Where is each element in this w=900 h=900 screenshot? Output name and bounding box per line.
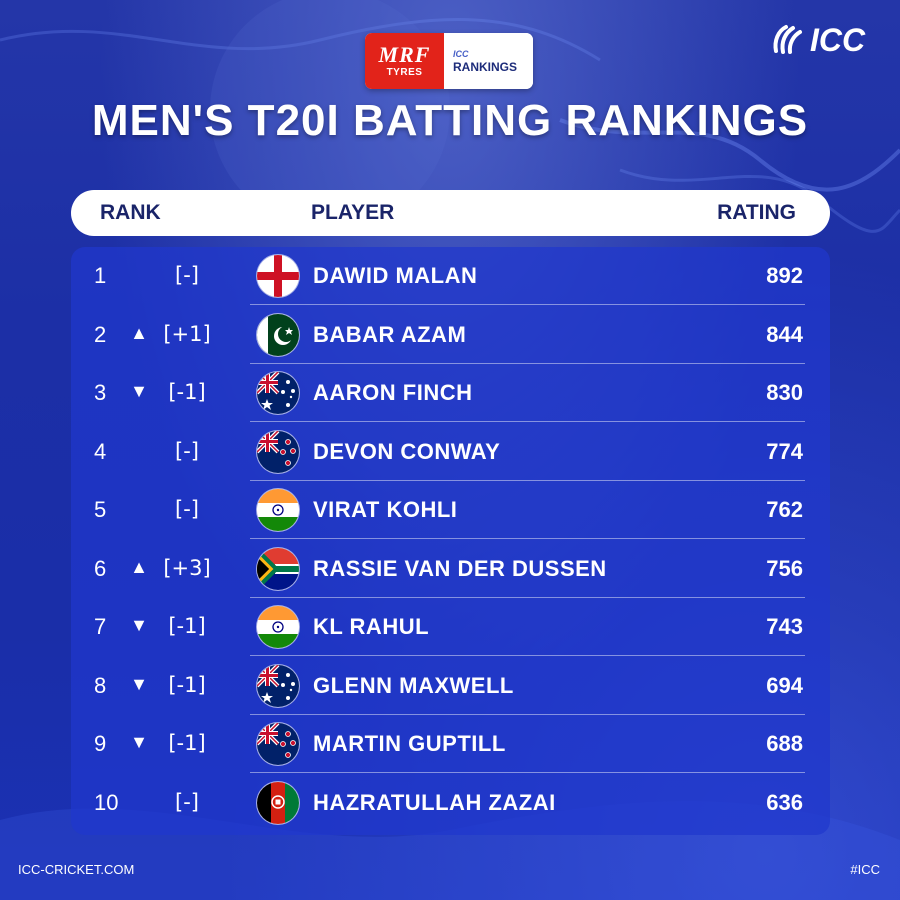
page-title: MEN'S T20I BATTING RANKINGS: [91, 96, 809, 145]
player-rating: 844: [766, 321, 803, 347]
player-name: GLENN MAXWELL: [313, 672, 514, 698]
mrf-logo: MRF TYRES: [365, 33, 447, 89]
table-row: 2 ▲ [+1] BABAR AZAM 844: [71, 306, 830, 364]
player-rating: 694: [766, 672, 803, 698]
player-rating: 756: [766, 555, 803, 581]
flag-icon: [257, 664, 299, 707]
rank-down-icon: ▼: [130, 673, 148, 694]
table-row: 10 [-] HAZRATULLAH ZAZAI 636: [71, 774, 830, 832]
icc-logo-text: ICC: [810, 21, 866, 58]
row-divider: [250, 479, 805, 481]
flag-icon: [257, 723, 299, 765]
tyres-text: TYRES: [386, 67, 423, 78]
rank-down-icon: ▼: [130, 615, 148, 635]
row-divider: [250, 596, 805, 598]
icc-rankings-badge: ICC RANKINGS: [447, 33, 533, 89]
table-row: 5 [-] VIRAT KOHLI 762: [71, 481, 830, 539]
flag-icon: [257, 781, 299, 824]
row-divider: [250, 713, 805, 715]
rank-change: [-]: [175, 789, 199, 814]
table-row: 1 [-] DAWID MALAN 892: [71, 247, 830, 305]
row-divider: [250, 772, 805, 773]
player-name: DEVON CONWAY: [313, 438, 501, 464]
mrf-text: MRF: [378, 42, 431, 67]
icc-small-text: ICC: [453, 48, 469, 59]
rank-change: [-]: [175, 497, 199, 521]
rank-number: 8: [94, 672, 107, 698]
table-row: 9 ▼ [-1] MARTIN GUPTILL 688: [71, 715, 830, 773]
flag-icon: [257, 255, 299, 297]
sponsor-badge: MRF TYRES ICC RANKINGS: [365, 33, 533, 89]
rank-change: [-1]: [168, 672, 206, 697]
rank-number: 5: [94, 497, 107, 522]
rankings-text: RANKINGS: [453, 59, 518, 74]
row-divider: [250, 655, 805, 656]
rank-number: 4: [94, 438, 107, 464]
rank-change: [-]: [175, 438, 199, 463]
footer-website: ICC-CRICKET.COM: [18, 862, 135, 877]
row-divider: [250, 362, 805, 364]
rank-number: 2: [94, 321, 107, 347]
header-rating: RATING: [717, 201, 796, 224]
rank-down-icon: ▼: [130, 732, 148, 752]
footer-hashtag: #ICC: [850, 862, 880, 877]
rank-change: [-1]: [168, 614, 206, 638]
player-name: MARTIN GUPTILL: [313, 731, 506, 756]
flag-icon: [257, 547, 299, 590]
rank-number: 9: [94, 731, 107, 756]
player-name: VIRAT KOHLI: [313, 497, 458, 522]
flag-icon: [257, 430, 299, 473]
player-rating: 688: [766, 731, 803, 756]
flag-icon: [257, 313, 299, 356]
rank-change: [-1]: [168, 731, 206, 755]
player-rating: 892: [766, 263, 803, 288]
player-rating: 762: [766, 497, 803, 522]
row-divider: [250, 304, 805, 305]
rank-change: [+1]: [163, 321, 211, 346]
header-rank: RANK: [100, 201, 161, 224]
rank-down-icon: ▼: [130, 381, 148, 401]
rank-number: 7: [94, 614, 107, 639]
player-rating: 830: [766, 380, 803, 405]
player-name: KL RAHUL: [313, 614, 430, 639]
icc-logo: ICC: [770, 22, 865, 58]
rank-change: [-1]: [168, 380, 206, 404]
rankings-table: 1 [-] DAWID MALAN 892 2 ▲ [+1] BABAR AZAM 844 3 ▼ […: [71, 247, 830, 835]
rank-change: [+3]: [163, 555, 211, 580]
rank-change: [-]: [175, 263, 199, 287]
player-name: RASSIE VAN DER DUSSEN: [313, 555, 607, 581]
player-name: BABAR AZAM: [313, 321, 467, 347]
row-divider: [250, 538, 805, 539]
player-name: AARON FINCH: [313, 380, 473, 405]
rank-number: 1: [94, 263, 107, 288]
rank-number: 10: [94, 789, 119, 815]
table-row: 7 ▼ [-1] KL RAHUL 743: [71, 598, 830, 656]
table-row: 6 ▲ [+3] RASSIE VAN DER DUSSEN 756: [71, 540, 830, 598]
flag-icon: [257, 489, 299, 531]
player-rating: 743: [766, 614, 803, 639]
player-name: DAWID MALAN: [313, 263, 478, 288]
row-divider: [250, 421, 805, 422]
table-row: 8 ▼ [-1] GLENN MAXWELL 694: [71, 657, 830, 715]
table-header: RANK PLAYER RATING: [71, 190, 830, 236]
player-name: HAZRATULLAH ZAZAI: [313, 789, 556, 815]
flag-icon: [257, 606, 299, 648]
table-row: 4 [-] DEVON CONWAY 774: [71, 423, 830, 481]
player-rating: 636: [766, 789, 803, 815]
flag-icon: [257, 372, 299, 414]
rank-up-icon: ▲: [130, 556, 148, 577]
player-rating: 774: [766, 438, 803, 464]
rank-number: 6: [94, 555, 107, 581]
icc-ball-icon: [773, 25, 802, 54]
rank-number: 3: [94, 380, 107, 405]
table-row: 3 ▼ [-1] AARON FINCH 830: [71, 364, 830, 422]
rank-up-icon: ▲: [130, 322, 148, 343]
header-player: PLAYER: [311, 201, 395, 224]
